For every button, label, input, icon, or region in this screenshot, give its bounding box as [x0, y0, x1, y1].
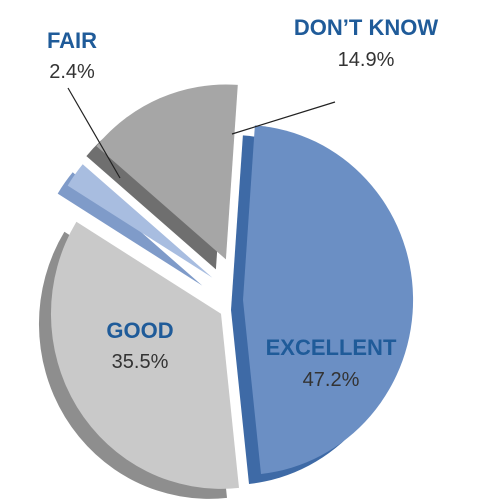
leader-line-dont-know	[231, 101, 336, 135]
pie-slices	[38, 84, 414, 499]
value-label-fair: 2.4%	[49, 61, 95, 83]
value-label-dont-know: 14.9%	[338, 49, 395, 71]
value-label-good: 35.5%	[112, 351, 169, 373]
slice-label-excellent: EXCELLENT	[266, 335, 397, 360]
slice-labels: DON’T KNOW 14.9% FAIR 2.4% GOOD 35.5% EX…	[47, 15, 438, 391]
leader-line-fair	[67, 87, 121, 179]
pie-slice-fair	[57, 164, 213, 286]
slice-label-good: GOOD	[106, 318, 173, 343]
slice-label-dont-know: DON’T KNOW	[294, 15, 438, 40]
pie-slice-face-good	[50, 221, 239, 489]
pie-slice-good	[38, 221, 239, 499]
pie-slice-face-excellent	[243, 125, 414, 475]
value-label-excellent: 47.2%	[303, 369, 360, 391]
slice-label-fair: FAIR	[47, 28, 97, 53]
leader-lines	[67, 87, 336, 179]
pie-slice-excellent	[231, 125, 414, 484]
pie-slice-face-don-t-know	[96, 84, 238, 260]
pie-slice-don-t-know	[86, 84, 238, 270]
pie-slice-face-fair	[67, 164, 213, 278]
